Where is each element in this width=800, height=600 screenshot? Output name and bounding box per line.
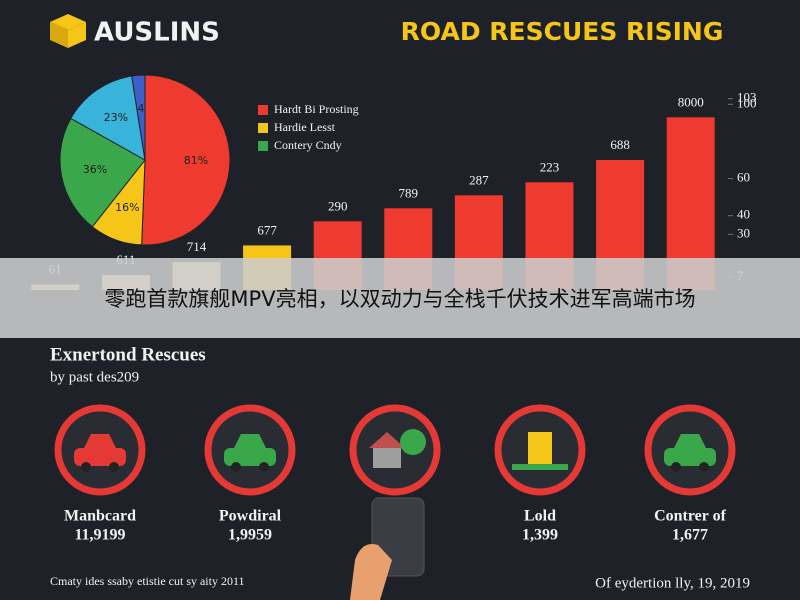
bar-label: 290 — [328, 198, 348, 213]
icon-ground — [512, 464, 568, 470]
icon-car-body — [664, 448, 716, 466]
icon-tree — [400, 429, 426, 455]
card-label: Powdiral — [219, 508, 282, 525]
card-value: 1,399 — [522, 527, 558, 544]
banner: 零跑首款旗舰MPV亮相，以双动力与全栈千伏技术进军高端市场 — [0, 258, 800, 338]
legend-label: Hardt Bi Prosting — [274, 102, 359, 116]
bar-label: 223 — [540, 159, 560, 174]
bar-label: 714 — [187, 239, 207, 254]
icon-wheel — [699, 462, 709, 472]
legend-swatch — [258, 141, 268, 151]
bar-label: 789 — [399, 185, 419, 200]
slice-label: 23% — [104, 111, 128, 124]
legend-label: Contery Cndy — [274, 138, 342, 152]
icon-wheel — [259, 462, 269, 472]
hand-phone — [350, 497, 425, 600]
pie-slice — [141, 74, 231, 246]
bar-label: 677 — [257, 222, 277, 237]
icon-car-body — [224, 448, 276, 466]
card-label: Contrer of — [654, 508, 727, 525]
slice-label: 16% — [115, 201, 139, 214]
slice-label: 4 — [137, 102, 144, 115]
section-title: Exnertond Rescues — [50, 344, 206, 365]
bar-label: 8000 — [678, 94, 704, 109]
icon-wheel — [231, 462, 241, 472]
y-tick-label: 40 — [737, 207, 750, 222]
bar-label: 287 — [469, 172, 489, 187]
icon-car-top — [84, 434, 116, 448]
card-value: 11,9199 — [74, 527, 125, 544]
icon-roof — [369, 432, 405, 448]
bar-label: 688 — [610, 137, 630, 152]
card-value: 1,9959 — [228, 527, 272, 544]
title: ROAD RESCUES RISING — [401, 17, 724, 46]
card-value: 1,677 — [672, 527, 708, 544]
legend-swatch — [258, 123, 268, 133]
icon-wheel — [109, 462, 119, 472]
pie-slice — [70, 75, 146, 161]
footer-left: Cmaty ides ssaby etistie cut sy aity 201… — [50, 574, 245, 588]
footer-right: Of eydertion lly, 19, 2019 — [595, 575, 750, 591]
card-label: Lold — [524, 508, 556, 525]
icon-building — [528, 432, 552, 466]
y-tick-label: 30 — [737, 225, 750, 240]
y-tick-label: 100 — [737, 95, 757, 110]
slice-label: 81% — [184, 154, 208, 167]
legend-label: Hardie Lesst — [274, 120, 336, 134]
icon-house — [373, 446, 401, 468]
pie-slice — [131, 74, 146, 161]
card-label: Manbcard — [64, 508, 136, 525]
pie-slice — [59, 117, 146, 228]
slice-label: 36% — [83, 163, 107, 176]
section-subtitle: by past des209 — [50, 369, 139, 385]
icon-wheel — [671, 462, 681, 472]
legend-swatch — [258, 105, 268, 115]
brand-logo — [50, 14, 86, 48]
brand: AUSLINS — [94, 18, 220, 48]
y-tick-label: 103 — [737, 90, 757, 105]
icon-car-body — [74, 448, 126, 466]
y-tick-label: 60 — [737, 170, 750, 185]
icon-wheel — [81, 462, 91, 472]
icon-car-top — [674, 434, 706, 448]
icon-car-top — [234, 434, 266, 448]
banner-text: 零跑首款旗舰MPV亮相，以双动力与全栈千伏技术进军高端市场 — [104, 287, 696, 311]
